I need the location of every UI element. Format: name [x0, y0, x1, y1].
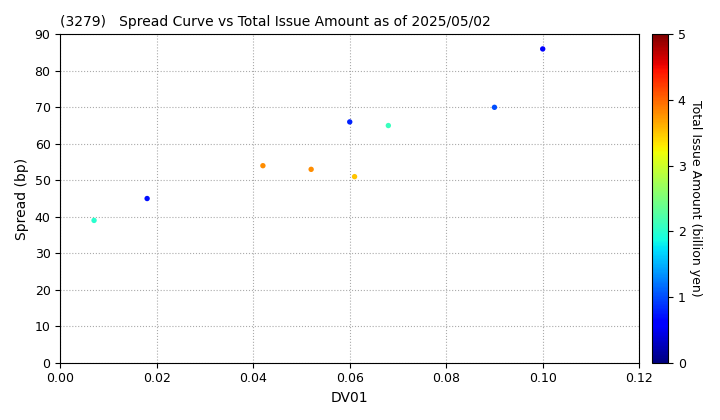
- Text: (3279)   Spread Curve vs Total Issue Amount as of 2025/05/02: (3279) Spread Curve vs Total Issue Amoun…: [60, 15, 491, 29]
- Point: [344, 118, 356, 125]
- Y-axis label: Spread (bp): Spread (bp): [15, 158, 29, 239]
- Point: [89, 217, 100, 224]
- Point: [537, 45, 549, 52]
- Y-axis label: Total Issue Amount (billion yen): Total Issue Amount (billion yen): [690, 100, 703, 297]
- Point: [141, 195, 153, 202]
- Point: [305, 166, 317, 173]
- Point: [489, 104, 500, 110]
- Point: [348, 173, 360, 180]
- Point: [382, 122, 394, 129]
- Point: [257, 162, 269, 169]
- X-axis label: DV01: DV01: [331, 391, 369, 405]
